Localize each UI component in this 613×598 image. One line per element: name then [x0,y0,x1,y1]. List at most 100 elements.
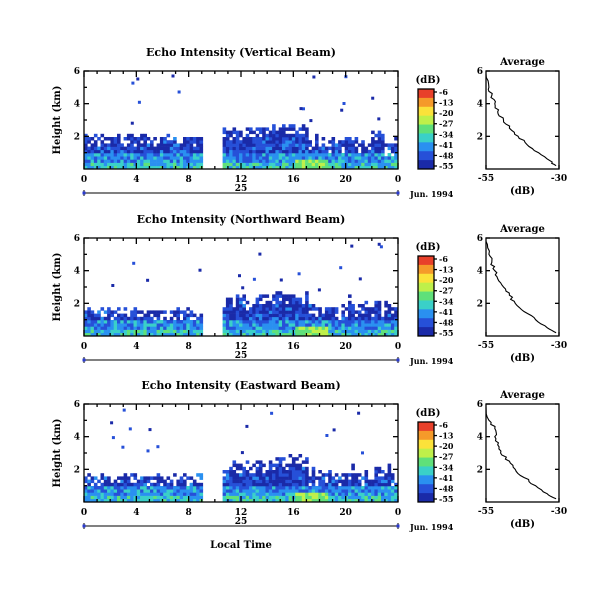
heatmap-cell [291,137,296,141]
heatmap-cell [361,486,365,490]
heatmap-cell [381,156,385,160]
heatmap-cell [239,326,243,330]
heatmap-cell [305,162,309,167]
heatmap-cell [288,310,293,314]
heatmap-cell [150,159,154,163]
heatmap-cell [146,489,151,493]
heatmap-cell [268,460,273,464]
heatmap-cell [384,159,388,163]
heatmap-cell [252,137,256,141]
heatmap-cell [156,149,161,154]
heatmap-cell [367,156,372,160]
heatmap-cell [189,159,194,163]
heatmap-cell [334,495,339,500]
heatmap-cell [153,149,157,154]
heatmap-cell [371,165,375,170]
heatmap-cell [258,130,263,135]
heatmap-cell [146,476,151,480]
heatmap-cell [107,479,111,484]
heatmap-cell [291,460,296,464]
heatmap-cell [298,323,303,327]
heatmap-cell [367,326,372,330]
heatmap-cell [387,307,392,311]
heatmap-cell [305,297,309,302]
heatmap-cell [123,473,128,477]
heatmap-cell [133,473,138,477]
heatmap-cell [163,479,167,484]
heatmap-cell [163,143,167,147]
date-label: Jun. 1994 [409,189,454,199]
heatmap-cell [305,313,309,318]
heatmap-cell [93,482,98,487]
heatmap-cell [87,307,91,311]
colorbar-swatch [418,475,434,485]
heatmap-cell [318,310,322,314]
heatmap-cell [285,473,289,477]
heatmap-cell [97,316,101,321]
heatmap-cell [288,159,293,163]
heatmap-cell [278,457,283,461]
heatmap-cell [351,153,355,157]
date-label: Jun. 1994 [409,356,454,366]
heatmap-cell [367,316,372,321]
heatmap-cell [268,492,273,496]
heatmap-cell [252,463,256,468]
heatmap-cell [301,140,306,144]
heatmap-cell [130,498,134,503]
heatmap-cell [262,329,266,334]
heatmap-cell [199,143,204,147]
heatmap-cell [199,473,204,477]
heatmap-cell [100,495,105,500]
heatmap-cell [285,316,289,321]
heatmap-cell [272,156,276,160]
heatmap-cell [232,460,237,464]
heatmap-cell [348,307,352,311]
heatmap-cell [173,326,177,330]
heatmap-cell [229,320,233,324]
heatmap-cell [107,320,111,324]
heatmap-cell [196,326,200,330]
colorbar-tick-label: -55 [439,161,453,171]
heatmap-cell [341,320,345,324]
heatmap-cell [196,486,200,490]
heatmap-cell [90,149,95,154]
heatmap-cell [298,316,303,321]
heatmap-cell [377,313,382,318]
heatmap-cell [143,326,147,330]
heatmap-cell [328,159,332,163]
heatmap-cell [338,149,342,154]
heatmap-cell [288,300,293,305]
heatmap-cell [87,489,91,493]
heatmap-cell [291,304,296,308]
heatmap-cell [120,162,124,167]
heatmap-cell [84,316,88,321]
heatmap-cell [245,489,250,493]
heatmap-cell [126,162,131,167]
heatmap-cell [265,153,270,157]
heatmap-cell [186,153,190,157]
heatmap-cell [140,492,144,496]
heatmap-cell [150,316,154,321]
heatmap-cell [328,156,332,160]
heatmap-cell [130,486,134,490]
heatmap-cell [381,486,385,490]
heatmap-cell [84,133,88,138]
heatmap-cell [252,473,256,477]
heatmap-cell [371,307,375,311]
heatmap-cell [103,489,108,493]
heatmap-cell [163,140,167,144]
heatmap-cell [387,159,392,163]
heatmap-cell [225,297,230,302]
heatmap-cell [344,146,349,151]
heatmap-cell [351,307,355,311]
heatmap-cell [308,156,312,160]
heatmap-cell [192,159,197,163]
heatmap-cell [87,498,91,503]
heatmap-cell [364,498,369,503]
heatmap-cell [338,153,342,157]
heatmap-cell [348,320,352,324]
heatmap-cell [328,482,332,487]
heatmap-cell [384,489,388,493]
heatmap-cell [331,326,336,330]
heatmap-cell [291,127,296,131]
